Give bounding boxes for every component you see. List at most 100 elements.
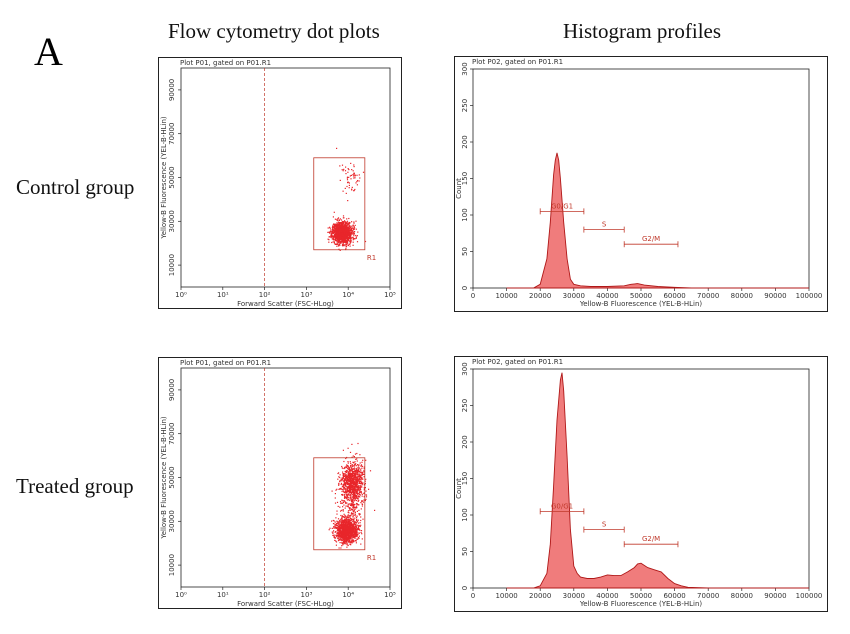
- event-point: [348, 533, 350, 535]
- event-point: [340, 228, 342, 230]
- event-point: [347, 200, 349, 202]
- event-point: [334, 224, 337, 227]
- event-point: [355, 496, 357, 498]
- y-tick-label: 10000: [168, 254, 176, 276]
- event-point: [338, 483, 340, 485]
- event-point: [355, 463, 357, 465]
- event-point: [351, 499, 353, 501]
- event-point: [347, 503, 349, 505]
- event-point: [352, 471, 354, 473]
- event-point: [352, 484, 354, 486]
- event-point: [349, 451, 352, 453]
- event-point: [336, 222, 338, 224]
- event-point: [360, 502, 362, 504]
- event-point: [348, 230, 350, 232]
- event-point: [356, 521, 358, 523]
- event-point: [346, 481, 348, 484]
- event-point: [354, 533, 356, 535]
- event-point: [333, 527, 335, 529]
- event-point: [353, 525, 355, 527]
- event-point: [361, 505, 363, 507]
- event-point: [329, 527, 331, 529]
- event-point: [336, 531, 338, 533]
- y-tick-label: 30000: [168, 210, 176, 232]
- event-point: [349, 461, 351, 463]
- event-point: [336, 522, 338, 525]
- event-point: [359, 454, 361, 456]
- event-point: [342, 245, 344, 247]
- event-point: [356, 507, 358, 509]
- event-point: [348, 467, 350, 469]
- event-point: [353, 510, 355, 512]
- event-point: [343, 519, 345, 521]
- event-point: [351, 477, 353, 479]
- event-point: [360, 530, 363, 532]
- event-point: [337, 472, 339, 475]
- event-point: [359, 482, 361, 484]
- event-point: [351, 227, 353, 230]
- event-point: [345, 239, 347, 241]
- x-tick-label: 10³: [301, 291, 313, 299]
- event-point: [340, 226, 343, 228]
- event-point: [349, 524, 351, 526]
- event-points: [327, 147, 367, 251]
- event-point: [342, 477, 344, 479]
- event-point: [337, 234, 339, 236]
- event-point: [332, 231, 334, 233]
- event-point: [345, 466, 347, 468]
- event-point: [339, 474, 341, 476]
- event-point: [347, 479, 350, 481]
- event-point: [352, 491, 354, 493]
- event-point: [351, 534, 353, 536]
- event-point: [344, 526, 346, 528]
- event-point: [333, 232, 335, 234]
- event-point: [358, 482, 360, 484]
- event-point: [346, 476, 348, 478]
- event-point: [336, 238, 338, 240]
- event-point: [349, 238, 351, 240]
- event-point: [336, 234, 338, 236]
- x-axis-label: Yellow-B Fluorescence (YEL-B-HLin): [579, 600, 703, 608]
- event-point: [359, 525, 361, 528]
- event-point: [353, 535, 355, 537]
- event-point: [343, 534, 346, 536]
- event-point: [342, 170, 344, 172]
- event-point: [354, 231, 356, 233]
- event-point: [352, 241, 354, 243]
- event-point: [354, 535, 356, 537]
- event-point: [349, 485, 352, 487]
- event-point: [345, 226, 347, 228]
- event-point: [360, 543, 362, 545]
- event-point: [353, 519, 355, 521]
- event-point: [361, 474, 363, 477]
- event-point: [350, 475, 352, 477]
- event-point: [351, 231, 353, 233]
- event-point: [363, 473, 365, 475]
- y-tick-label: 100: [461, 208, 469, 221]
- event-point: [338, 520, 340, 522]
- event-point: [343, 543, 345, 545]
- event-point: [359, 177, 361, 179]
- event-point: [340, 520, 342, 522]
- event-point: [346, 487, 349, 489]
- event-point: [343, 529, 345, 531]
- event-point: [347, 235, 349, 237]
- plot-area: [180, 67, 391, 288]
- event-point: [359, 474, 361, 476]
- event-point: [335, 526, 337, 529]
- event-point: [342, 489, 344, 491]
- event-point: [334, 531, 336, 533]
- event-point: [350, 513, 352, 515]
- event-point: [346, 218, 348, 220]
- event-point: [349, 175, 351, 177]
- event-point: [346, 230, 349, 232]
- event-point: [338, 484, 340, 486]
- event-point: [353, 507, 355, 509]
- event-point: [361, 486, 363, 488]
- event-point: [338, 521, 340, 523]
- event-point: [360, 508, 362, 510]
- event-point: [350, 503, 352, 505]
- event-point: [334, 236, 337, 238]
- event-point: [333, 234, 335, 236]
- event-point: [348, 477, 350, 479]
